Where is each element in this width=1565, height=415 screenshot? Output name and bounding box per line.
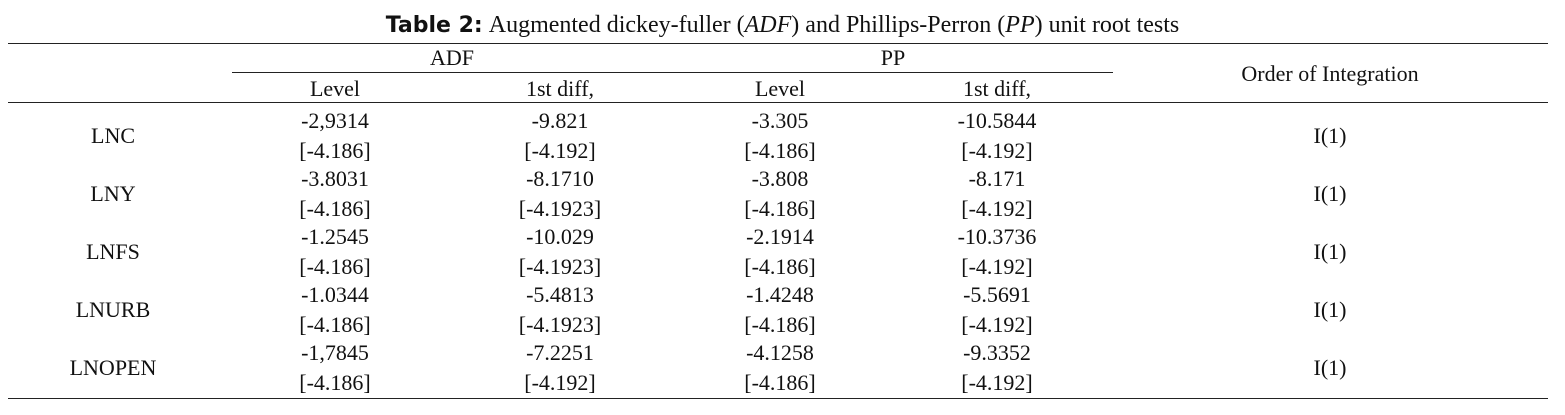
statistic: -3.8031: [301, 166, 369, 191]
critical-value: [-4.1923]: [518, 254, 602, 279]
critical-value: [-4.186]: [299, 254, 371, 279]
statistic: -1.0344: [301, 282, 369, 307]
order-cell: I(1): [1313, 239, 1347, 264]
rule: [232, 72, 1113, 73]
critical-value: [-4.192]: [524, 370, 596, 395]
row-label: LNC: [91, 123, 135, 148]
statistic: -10.5844: [957, 108, 1037, 133]
critical-value: [-4.186]: [744, 138, 816, 163]
rule: [8, 43, 1548, 44]
row-label: LNOPEN: [69, 355, 157, 380]
critical-value: [-4.1923]: [518, 196, 602, 221]
column-header: Level: [309, 76, 361, 101]
statistic: -9.3352: [963, 340, 1031, 365]
critical-value: [-4.186]: [299, 370, 371, 395]
statistic: -3.305: [751, 108, 809, 133]
order-cell: I(1): [1313, 355, 1347, 380]
order-cell: I(1): [1313, 123, 1347, 148]
statistic: -1,7845: [301, 340, 369, 365]
critical-value: [-4.186]: [744, 370, 816, 395]
statistic: -5.5691: [963, 282, 1031, 307]
critical-value: [-4.192]: [961, 254, 1033, 279]
table-title: Table 2: Augmented dickey-fuller (ADF) an…: [0, 10, 1565, 41]
critical-value: [-4.1923]: [518, 312, 602, 337]
order-cell: I(1): [1313, 297, 1347, 322]
critical-value: [-4.192]: [961, 312, 1033, 337]
title-label: Table 2:: [385, 13, 483, 38]
statistic: -9.821: [531, 108, 589, 133]
group-header: ADF: [429, 45, 475, 70]
statistic: -8.171: [968, 166, 1026, 191]
group-header: PP: [880, 45, 906, 70]
statistic: -3.808: [751, 166, 809, 191]
column-header: 1st diff,: [962, 76, 1032, 101]
statistic: -4.1258: [746, 340, 814, 365]
critical-value: [-4.186]: [744, 254, 816, 279]
statistic: -7.2251: [526, 340, 594, 365]
critical-value: [-4.186]: [299, 196, 371, 221]
statistic: -5.4813: [526, 282, 594, 307]
statistic: -1.4248: [746, 282, 814, 307]
statistic: -8.1710: [526, 166, 594, 191]
title-text: ADF: [744, 12, 792, 38]
critical-value: [-4.192]: [524, 138, 596, 163]
critical-value: [-4.186]: [299, 138, 371, 163]
title-text: ) unit root tests: [1034, 12, 1180, 38]
statistic: -2.1914: [746, 224, 814, 249]
critical-value: [-4.192]: [961, 138, 1033, 163]
order-cell: I(1): [1313, 181, 1347, 206]
statistic: -2,9314: [301, 108, 369, 133]
rule: [8, 102, 1548, 103]
column-header: Order of Integration: [1241, 61, 1419, 86]
title-text: Augmented dickey-fuller (: [488, 12, 745, 38]
critical-value: [-4.186]: [299, 312, 371, 337]
rule: [8, 398, 1548, 399]
title-text: PP: [1005, 12, 1035, 38]
row-label: LNFS: [86, 239, 140, 264]
column-header: Level: [754, 76, 806, 101]
critical-value: [-4.192]: [961, 370, 1033, 395]
critical-value: [-4.186]: [744, 196, 816, 221]
title-text: ) and Phillips-Perron (: [791, 12, 1006, 38]
critical-value: [-4.186]: [744, 312, 816, 337]
row-label: LNURB: [75, 297, 151, 322]
column-header: 1st diff,: [525, 76, 595, 101]
critical-value: [-4.192]: [961, 196, 1033, 221]
statistic: -1.2545: [301, 224, 369, 249]
row-label: LNY: [90, 181, 136, 206]
statistic: -10.3736: [957, 224, 1037, 249]
statistic: -10.029: [526, 224, 594, 249]
